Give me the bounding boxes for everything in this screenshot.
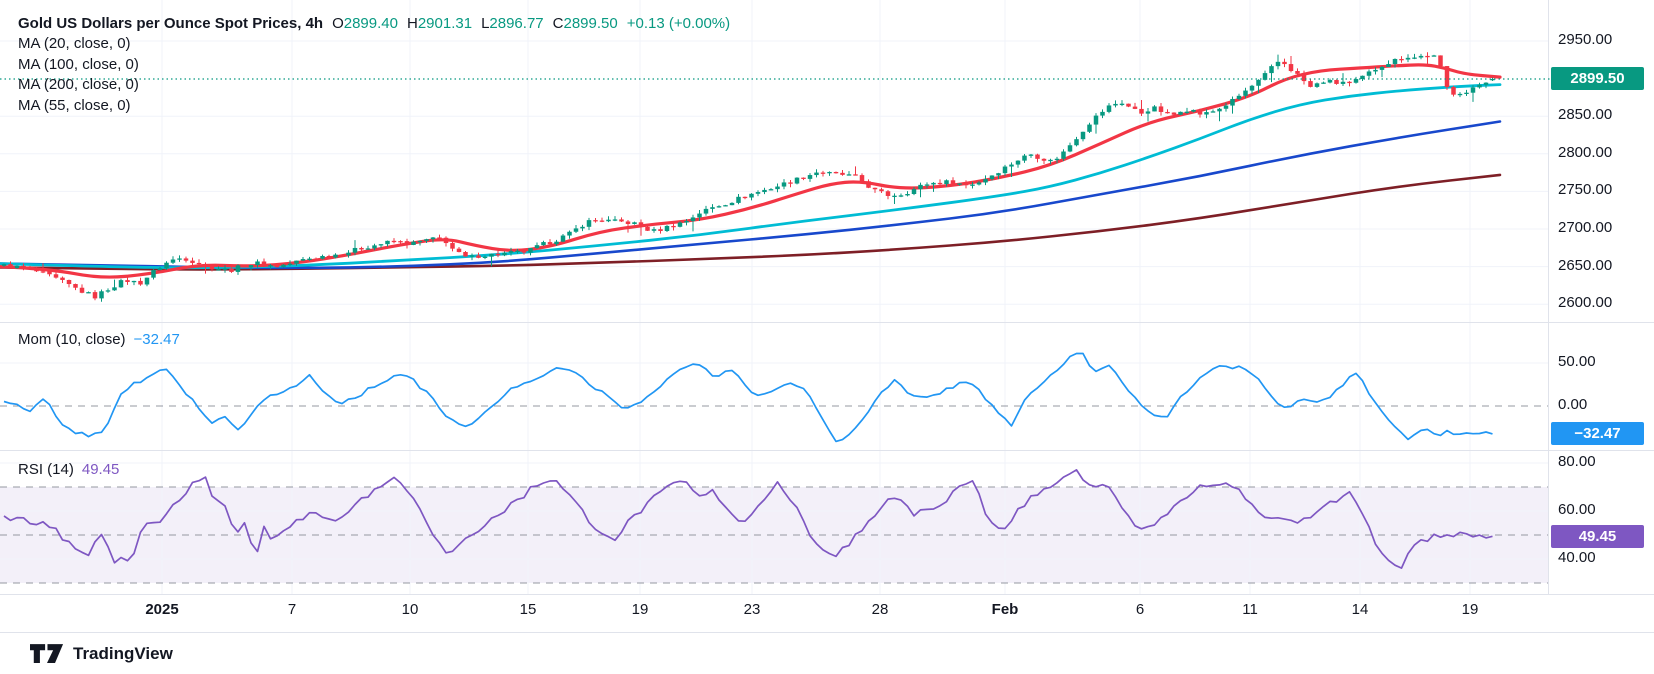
ma-legend-100[interactable]: MA (100, close, 0) [18, 55, 139, 73]
time-axis-label: 6 [1135, 601, 1145, 618]
change-value: +0.13 (+0.00%) [626, 15, 731, 32]
low-label: L [481, 15, 490, 32]
y-axis-label: 2750.00 [1558, 181, 1613, 199]
time-axis-label: 19 [1461, 601, 1479, 618]
time-axis-label: 23 [743, 601, 761, 618]
time-axis-label: 2025 [145, 601, 179, 618]
momentum-name: Mom (10, close) [18, 331, 126, 348]
time-axis-label: 28 [871, 601, 889, 618]
symbol-title-row: Gold US Dollars per Ounce Spot Prices, 4… [18, 13, 730, 34]
y-axis-label: 40.00 [1558, 549, 1596, 566]
time-axis-label: 11 [1242, 601, 1258, 618]
time-axis-label: 10 [401, 601, 419, 618]
symbol-title: Gold US Dollars per Ounce Spot Prices, 4… [18, 15, 324, 32]
price-legend[interactable]: Gold US Dollars per Ounce Spot Prices, 4… [18, 13, 730, 116]
y-axis-label: 2700.00 [1558, 219, 1613, 236]
y-axis-label: 60.00 [1558, 501, 1596, 518]
high-value: 2901.31 [417, 15, 473, 32]
y-axis-label: 50.00 [1558, 353, 1596, 370]
ma-legend-20[interactable]: MA (20, close, 0) [18, 35, 131, 52]
close-label: C [552, 15, 564, 32]
momentum-value-badge: −32.47 [1551, 422, 1644, 446]
rsi-value: 49.45 [81, 461, 120, 478]
chart-canvas[interactable] [0, 0, 1654, 632]
y-axis-label: 2600.00 [1558, 294, 1613, 312]
rsi-value-badge: 49.45 [1551, 524, 1644, 548]
open-value: 2899.40 [343, 15, 398, 32]
y-axis-label: 2800.00 [1558, 143, 1613, 161]
close-value: 2899.50 [563, 15, 618, 32]
high-label: H [406, 15, 418, 32]
y-axis-label: 2850.00 [1558, 106, 1613, 124]
time-axis-label: 14 [1351, 601, 1369, 618]
time-axis-label: 7 [287, 601, 297, 618]
tradingview-logo-text: TradingView [73, 643, 173, 663]
time-axis-label: 19 [631, 601, 649, 618]
open-label: O [332, 15, 344, 32]
rsi-name: RSI (14) [18, 461, 74, 478]
low-value: 2896.77 [489, 15, 544, 32]
y-axis-label: 2950.00 [1558, 31, 1613, 48]
rsi-legend[interactable]: RSI (14) 49.45 [18, 459, 119, 480]
time-scale[interactable] [0, 595, 1548, 631]
time-axis-label: 15 [519, 601, 537, 618]
footer: TradingView [0, 632, 1654, 674]
last-price-badge: 2899.50 [1551, 67, 1644, 91]
time-axis-label: Feb [991, 601, 1019, 618]
ma-legend-55[interactable]: MA (55, close, 0) [18, 96, 131, 114]
y-axis-label: 0.00 [1558, 396, 1588, 413]
tradingview-logo[interactable]: TradingView [30, 644, 173, 664]
tradingview-logo-icon [30, 643, 64, 663]
y-axis-label: 2650.00 [1558, 256, 1613, 274]
y-axis-label: 80.00 [1558, 453, 1596, 470]
momentum-legend[interactable]: Mom (10, close) −32.47 [18, 329, 180, 350]
ma-legend-200[interactable]: MA (200, close, 0) [18, 76, 139, 93]
momentum-value: −32.47 [133, 331, 180, 348]
